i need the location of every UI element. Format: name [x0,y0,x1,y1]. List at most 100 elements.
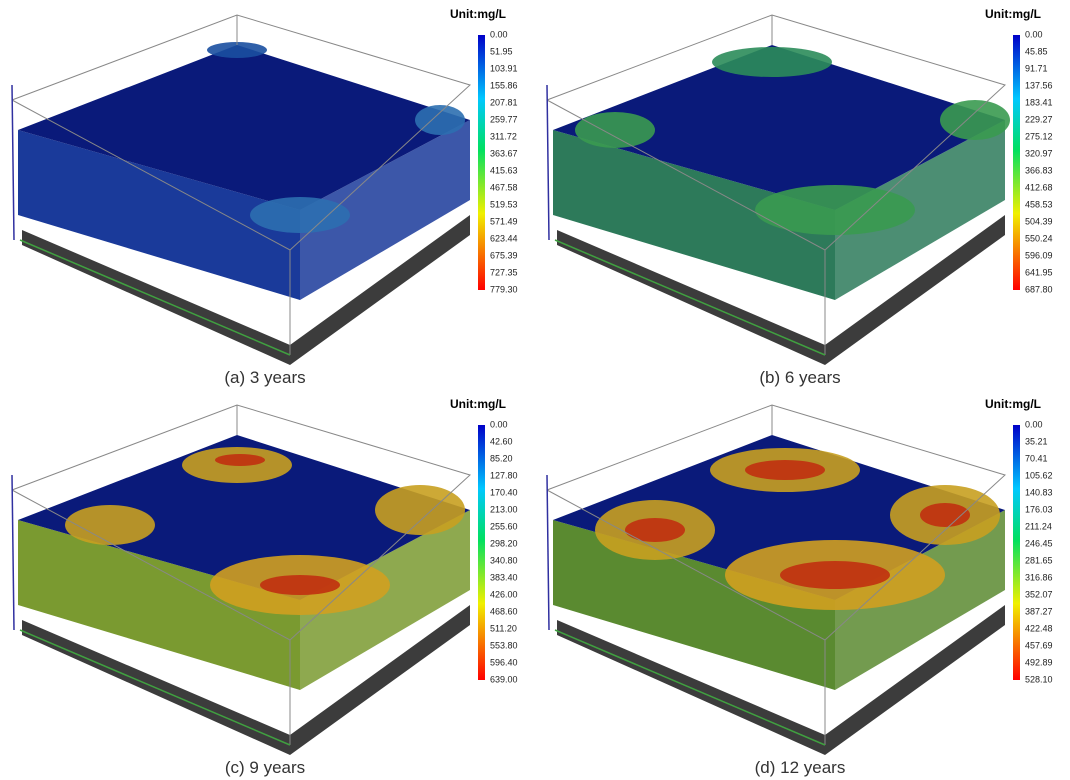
wireframe [546,404,1006,641]
colorbar-label: 155.86 [490,80,518,90]
colorbar-label: 412.68 [1025,182,1053,192]
colorbar-label: 383.40 [490,572,518,582]
axis-x [19,239,291,356]
right-face [300,120,470,300]
colorbar [1013,425,1020,680]
colorbar-label: 137.56 [1025,80,1053,90]
base-plate [22,215,470,365]
plume [207,42,267,58]
axis-z [11,474,15,631]
colorbar-label: 387.27 [1025,606,1053,616]
colorbar-label: 85.20 [490,453,513,463]
plume [65,505,155,545]
colorbar-label: 45.85 [1025,46,1048,56]
caption: (a) 3 years [224,368,305,387]
colorbar-label: 458.53 [1025,199,1053,209]
colorbar-label: 504.39 [1025,216,1053,226]
plume [920,503,970,527]
colorbar-label: 426.00 [490,589,518,599]
axis-x [554,629,826,746]
plume [575,112,655,148]
axis-z [11,84,15,241]
left-face [18,520,300,690]
plume [780,561,890,589]
colorbar-label: 255.60 [490,521,518,531]
colorbar-label: 553.80 [490,640,518,650]
plume [375,485,465,535]
colorbar-label: 311.72 [490,131,517,141]
colorbar [478,425,485,680]
colorbar-label: 0.00 [1025,29,1043,39]
colorbar-label: 623.44 [490,233,518,243]
base-plate [557,605,1005,755]
colorbar-label: 639.00 [490,674,518,684]
colorbar-label: 492.89 [1025,657,1053,667]
colorbar-label: 246.45 [1025,538,1053,548]
colorbar-label: 641.95 [1025,267,1053,277]
colorbar-label: 103.91 [490,63,518,73]
wireframe [11,404,471,641]
plume [250,197,350,233]
colorbar-label: 0.00 [1025,419,1043,429]
colorbar-label: 352.07 [1025,589,1053,599]
plume [940,100,1010,140]
axis-z [546,84,550,241]
colorbar-label: 467.58 [490,182,518,192]
left-face [553,130,835,300]
colorbar-label: 528.10 [1025,674,1053,684]
left-face [18,130,300,300]
right-face [300,510,470,690]
colorbar-label: 550.24 [1025,233,1053,243]
base-plate [557,215,1005,365]
colorbar-label: 207.81 [490,97,518,107]
colorbar-label: 340.80 [490,555,518,565]
colorbar-label: 422.48 [1025,623,1053,633]
colorbar-label: 140.83 [1025,487,1053,497]
panel: Unit:mg/L 0.00 51.95 103.91 155.86 207.81 259.… [11,7,518,387]
colorbar [1013,35,1020,290]
colorbar-label: 298.20 [490,538,518,548]
colorbar-label: 176.03 [1025,504,1053,514]
caption: (b) 6 years [759,368,840,387]
colorbar-label: 779.30 [490,284,518,294]
colorbar-label: 211.24 [1025,521,1052,531]
colorbar-label: 183.41 [1025,97,1053,107]
colorbar-label: 366.83 [1025,165,1053,175]
colorbar-label: 571.49 [490,216,518,226]
colorbar-label: 42.60 [490,436,513,446]
colorbar-label: 281.65 [1025,555,1053,565]
panel: Unit:mg/L 0.00 45.85 91.71 137.56 183.41 229.2… [546,7,1053,387]
colorbar-label: 511.20 [490,623,517,633]
wireframe [11,14,471,251]
colorbar-label: 519.53 [490,199,518,209]
colorbar-label: 229.27 [1025,114,1053,124]
colorbar-label: 363.67 [490,148,518,158]
plume [215,454,265,466]
colorbar-label: 415.63 [490,165,518,175]
right-face [835,510,1005,690]
colorbar-label: 320.97 [1025,148,1053,158]
unit-label: Unit:mg/L [985,397,1041,411]
right-face [835,120,1005,300]
unit-label: Unit:mg/L [450,397,506,411]
colorbar-label: 457.69 [1025,640,1053,650]
left-face [553,520,835,690]
colorbar-label: 468.60 [490,606,518,616]
colorbar-label: 596.09 [1025,250,1053,260]
colorbar-label: 170.40 [490,487,518,497]
plume [625,518,685,542]
axis-z [546,474,550,631]
colorbar-label: 727.35 [490,267,518,277]
base-plate [22,605,470,755]
top-face [18,45,470,210]
colorbar-label: 70.41 [1025,453,1048,463]
plume [755,185,915,235]
colorbar-label: 51.95 [490,46,513,56]
caption: (c) 9 years [225,758,305,777]
plume [712,47,832,77]
plume [260,575,340,595]
top-face [553,45,1005,210]
colorbar-label: 91.71 [1025,63,1048,73]
panel: Unit:mg/L 0.00 42.60 85.20 127.80 170.40 213.0… [11,397,518,777]
